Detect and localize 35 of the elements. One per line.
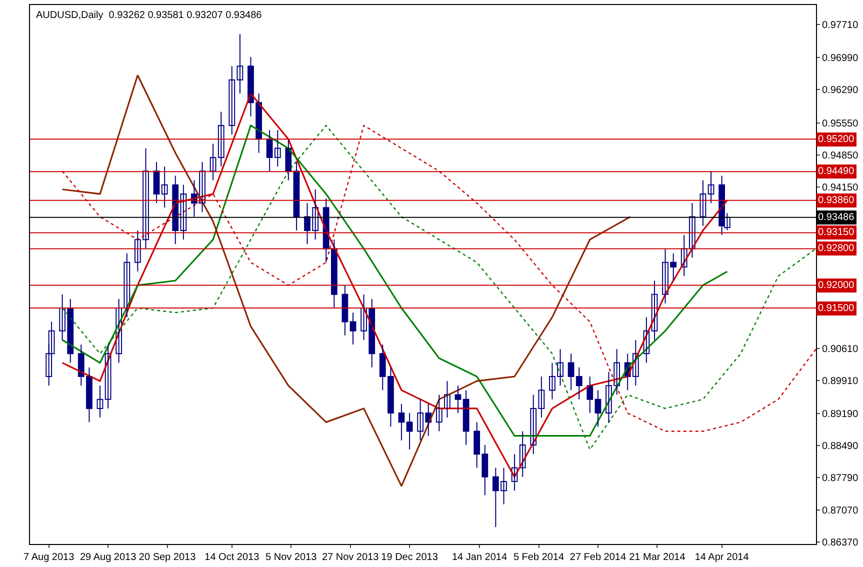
ref-line-label: 0.93150 [818,227,855,238]
x-tick-label: 14 Apr 2014 [694,552,750,563]
y-tick-label: 0.88490 [822,440,859,452]
y-tick-label: 0.95550 [822,118,859,130]
y-tick-label: 0.89190 [822,408,859,420]
x-tick-label: 27 Nov 2013 [322,552,380,563]
y-tick-label: 0.87070 [822,506,859,517]
x-tick-label: 21 Mar 2014 [629,552,686,563]
y-tick-label: 0.96290 [822,84,859,96]
y-tick-label: 0.94850 [822,150,859,162]
text: AUDUSD,Daily 0.93262 0.93581 0.93207 0.93486 [36,10,262,21]
ref-line-label: 0.94490 [818,166,855,177]
x-tick-label: 14 Oct 2013 [204,552,260,563]
y-tick-label: 0.89910 [822,376,859,388]
ref-line-label: 0.93860 [818,195,855,206]
x-tick-label: 5 Feb 2014 [513,552,564,563]
y-tick-label: 0.96990 [822,52,859,64]
ref-line-label: 0.91500 [818,303,855,314]
x-tick-label: 7 Aug 2013 [24,552,75,563]
x-tick-label: 14 Jan 2014 [452,552,508,563]
y-tick-label: 0.87790 [822,472,859,484]
x-tick-label: 29 Aug 2013 [80,552,137,563]
ref-line-label: 0.92800 [818,243,855,254]
x-tick-label: 5 Nov 2013 [266,552,318,563]
line-series [62,74,632,487]
y-tick-label: 0.86370 [822,538,859,549]
ref-line-label: 0.92000 [818,280,855,291]
y-tick-label: 0.94150 [822,182,859,194]
y-tick-label: 0.90610 [822,344,859,356]
x-tick-label: 20 Sep 2013 [138,552,196,563]
ref-line-label: 0.95200 [818,134,855,145]
x-tick-label: 27 Feb 2014 [570,552,626,563]
x-tick-label: 19 Dec 2013 [381,552,438,563]
ref-line-label: 0.93486 [818,212,855,223]
y-tick-label: 0.97710 [822,20,859,32]
